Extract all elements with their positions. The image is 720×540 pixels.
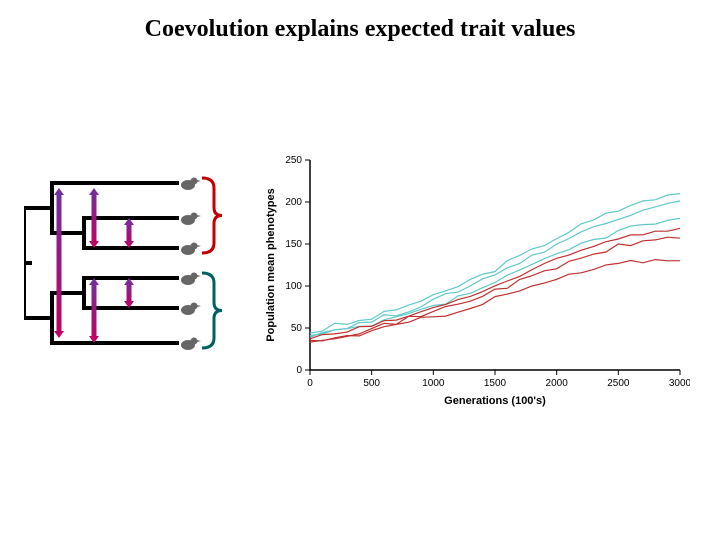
svg-text:150: 150 (285, 239, 302, 250)
svg-text:250: 250 (285, 155, 302, 166)
phylogeny-diagram (24, 148, 234, 378)
svg-text:0: 0 (296, 365, 302, 376)
svg-text:0: 0 (307, 378, 313, 389)
phenotype-chart: 0 500 1000 1500 2000 2500 3000 0 50 100 150 200 250 G… (260, 150, 690, 410)
svg-text:2500: 2500 (607, 378, 630, 389)
svg-text:100: 100 (285, 281, 302, 292)
svg-text:1000: 1000 (422, 378, 445, 389)
svg-text:2000: 2000 (546, 378, 569, 389)
svg-text:Population mean phenotypes: Population mean phenotypes (265, 188, 277, 341)
page-title: Coevolution explains expected trait valu… (0, 16, 720, 43)
svg-text:50: 50 (291, 323, 303, 334)
svg-text:200: 200 (285, 197, 302, 208)
svg-text:Generations (100's): Generations (100's) (444, 395, 546, 407)
svg-text:3000: 3000 (669, 378, 690, 389)
svg-text:500: 500 (363, 378, 380, 389)
svg-text:1500: 1500 (484, 378, 507, 389)
